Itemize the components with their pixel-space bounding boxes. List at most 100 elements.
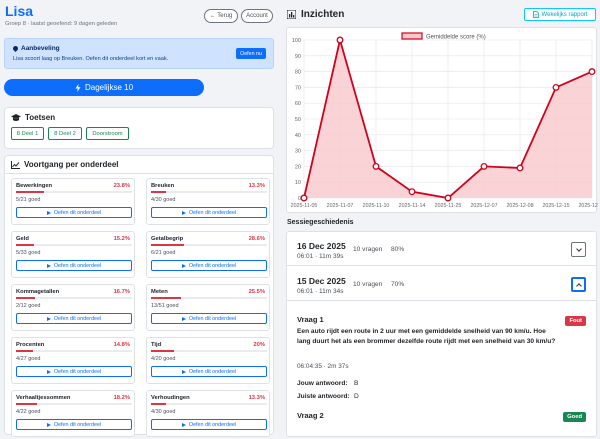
practice-topic-button[interactable]: Oefen dit onderdeel	[151, 260, 267, 271]
progress-tile: Breuken 13.3% 4/30 goed Oefen dit onderdeel	[146, 178, 270, 225]
topic-percentage: 14.8%	[113, 342, 130, 348]
topic-progress-bar	[16, 244, 132, 246]
topic-name: Geld	[16, 236, 29, 242]
session-score: 70%	[391, 281, 405, 288]
play-icon	[46, 210, 51, 215]
topic-progress-bar	[16, 297, 132, 299]
expand-session-button[interactable]	[571, 242, 586, 257]
practice-topic-label: Oefen dit onderdeel	[188, 209, 237, 216]
practice-topic-button[interactable]: Oefen dit onderdeel	[151, 207, 267, 218]
correct-answer-label: Juiste antwoord:	[297, 393, 350, 400]
back-button[interactable]: ← Terug	[204, 9, 238, 23]
topic-progress-fill	[151, 191, 167, 193]
data-point	[372, 162, 380, 170]
account-button[interactable]: Account	[241, 9, 273, 23]
practice-now-button[interactable]: Oefen nu	[236, 48, 266, 59]
session-row[interactable]: 15 Dec 2025 06:01 · 11m 34s 10 vragen 70…	[287, 267, 596, 301]
document-icon	[532, 11, 539, 18]
y-tick-label: 70	[295, 85, 301, 91]
collapse-session-button[interactable]	[571, 277, 586, 292]
x-tick-label: 2025-11-10	[363, 203, 390, 209]
practice-topic-button[interactable]: Oefen dit onderdeel	[16, 207, 132, 218]
topic-progress-fill	[16, 403, 38, 405]
progress-tile: Meten 25.5% 13/51 goed Oefen dit onderdeel	[146, 284, 270, 331]
progress-tile: Tijd 20% 4/20 goed Oefen dit onderdeel	[146, 337, 270, 384]
y-tick-label: 100	[292, 38, 301, 44]
correct-answer-value: D	[354, 393, 359, 400]
data-point	[516, 164, 524, 172]
session-time: 06:01 · 11m 39s	[297, 253, 344, 260]
practice-topic-label: Oefen dit onderdeel	[188, 315, 237, 322]
line-chart-icon	[11, 160, 20, 169]
practice-topic-button[interactable]: Oefen dit onderdeel	[16, 366, 132, 377]
play-icon	[181, 422, 186, 427]
practice-topic-button[interactable]: Oefen dit onderdeel	[16, 260, 132, 271]
play-icon	[46, 369, 51, 374]
y-tick-label: 20	[295, 164, 301, 170]
your-answer-value: B	[354, 380, 359, 387]
topic-percentage: 15.2%	[113, 236, 130, 242]
test-button-deel1[interactable]: 8 Deel 1	[11, 127, 44, 140]
your-answer-label: Jouw antwoord:	[297, 380, 348, 387]
play-icon	[181, 263, 186, 268]
weekly-report-button[interactable]: Wekelijks rapport	[524, 8, 596, 21]
recommendation-text: Lisa scoort laag op Breuken. Oefen dit o…	[13, 56, 169, 62]
daily-ten-button[interactable]: Dagelijkse 10	[4, 79, 204, 96]
topic-correct-count: 6/21 goed	[151, 250, 176, 256]
practice-topic-button[interactable]: Oefen dit onderdeel	[151, 419, 267, 430]
y-tick-label: 30	[295, 149, 301, 155]
topic-correct-count: 2/12 goed	[16, 303, 41, 309]
test-button-doorstroom[interactable]: Doorstroom	[86, 127, 129, 140]
session-questions: 10 vragen	[353, 281, 383, 288]
chevron-up-icon	[575, 282, 582, 289]
practice-topic-label: Oefen dit onderdeel	[53, 368, 102, 375]
question-1-title: Vraag 1	[297, 315, 324, 324]
practice-topic-label: Oefen dit onderdeel	[53, 209, 102, 216]
topic-progress-fill	[16, 244, 34, 246]
play-icon	[46, 316, 51, 321]
practice-topic-label: Oefen dit onderdeel	[53, 421, 102, 428]
test-button-deel2[interactable]: 8 Deel 2	[48, 127, 82, 140]
topic-correct-count: 4/22 goed	[16, 409, 41, 415]
session-date: 15 Dec 2025	[297, 276, 346, 286]
insights-title: Inzichten	[287, 9, 344, 20]
topic-name: Getalbegrip	[151, 236, 184, 242]
your-answer: Jouw antwoord: B	[297, 380, 358, 387]
practice-topic-button[interactable]: Oefen dit onderdeel	[151, 366, 267, 377]
topic-progress-fill	[151, 350, 175, 352]
topic-percentage: 16.7%	[113, 289, 130, 295]
topic-correct-count: 4/30 goed	[151, 197, 176, 203]
chevron-down-icon	[575, 245, 582, 252]
topic-name: Procenten	[16, 342, 45, 348]
topic-progress-bar	[151, 297, 267, 299]
x-tick-label: 2025-11-05	[291, 203, 318, 209]
bolt-icon	[75, 83, 81, 92]
topic-percentage: 25.5%	[248, 289, 265, 295]
data-point	[588, 68, 596, 76]
progress-tile: Verhoudingen 13.3% 4/30 goed Oefen dit onde…	[146, 390, 270, 437]
session-time: 06:01 · 11m 34s	[297, 288, 344, 295]
practice-topic-button[interactable]: Oefen dit onderdeel	[16, 313, 132, 324]
y-tick-label: 60	[295, 101, 301, 107]
session-row[interactable]: 16 Dec 2025 06:01 · 11m 39s 10 vragen 80…	[287, 232, 596, 266]
practice-topic-button[interactable]: Oefen dit onderdeel	[151, 313, 267, 324]
topic-name: Meten	[151, 289, 168, 295]
session-history-card: 16 Dec 2025 06:01 · 11m 39s 10 vragen 80…	[286, 231, 597, 437]
score-chart-card: 0 10 20 30 40 50 60 70 80 90 100 2025-11-05 2025-11-…	[286, 27, 600, 213]
progress-tile: Getalbegrip 28.6% 6/21 goed Oefen dit onder…	[146, 231, 270, 278]
x-tick-label: 2025-11-07	[327, 203, 354, 209]
student-name: Lisa	[5, 3, 34, 19]
topic-name: Kommagetallen	[16, 289, 60, 295]
recommendation-alert: Aanbeveling Lisa scoort laag op Breuken.…	[4, 38, 274, 69]
topic-percentage: 28.6%	[248, 236, 265, 242]
progress-card: Voortgang per onderdeel Bewerkingen 23.8%…	[4, 155, 274, 437]
practice-topic-button[interactable]: Oefen dit onderdeel	[16, 419, 132, 430]
practice-topic-label: Oefen dit onderdeel	[188, 368, 237, 375]
session-score: 80%	[391, 246, 405, 253]
topic-correct-count: 4/30 goed	[151, 409, 176, 415]
topic-percentage: 18.2%	[113, 395, 130, 401]
question-1-meta: 06:04:35 · 2m 37s	[297, 363, 349, 370]
x-tick-label: 2025-12-16	[578, 203, 598, 209]
topic-correct-count: 4/20 goed	[151, 356, 176, 362]
topic-progress-fill	[151, 403, 167, 405]
